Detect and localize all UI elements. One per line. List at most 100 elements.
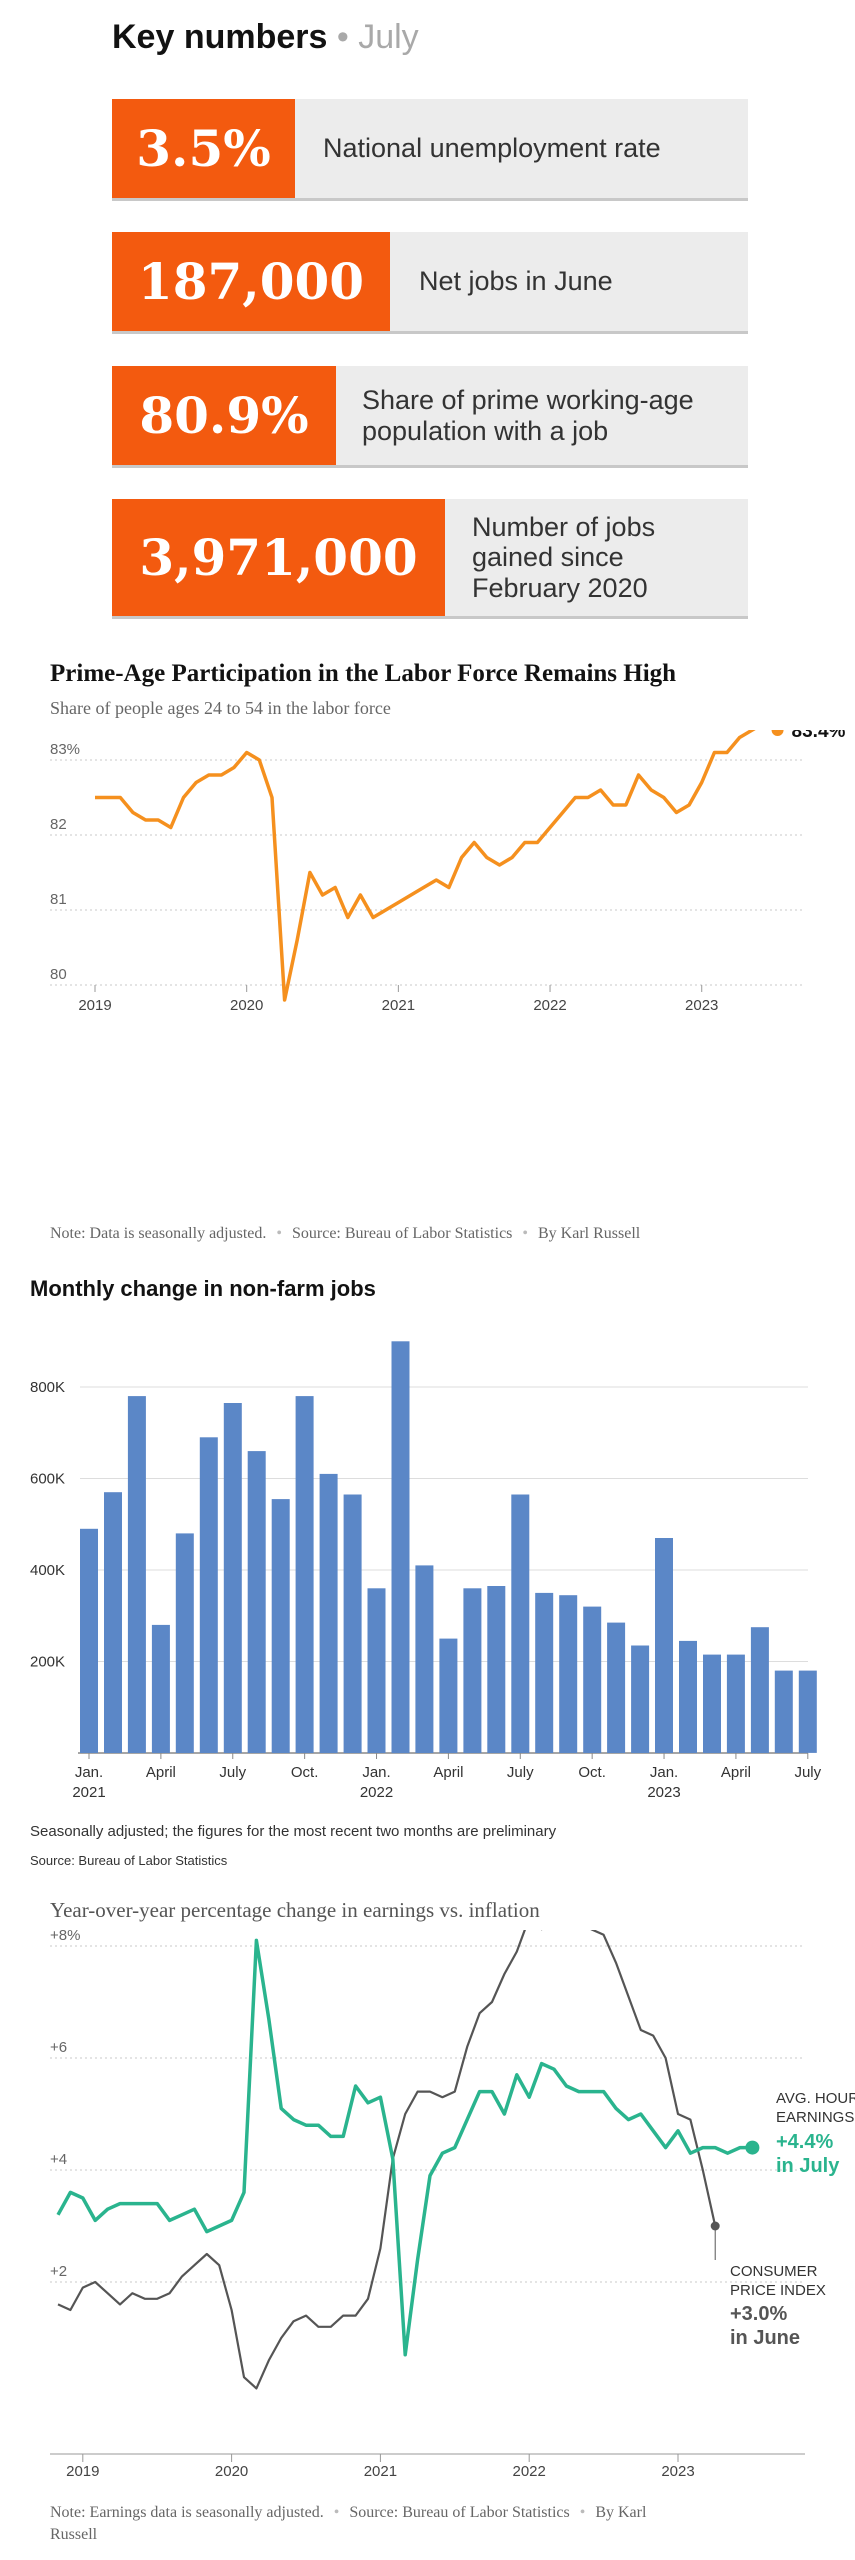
bar — [679, 1640, 697, 1753]
participation-grid: 83% 82 81 80 — [50, 741, 805, 986]
separator-dot: • — [522, 1225, 528, 1242]
bar — [798, 1670, 817, 1753]
bar — [583, 1606, 602, 1753]
separator-dot: • — [327, 18, 359, 56]
x-tick-label: 2023 — [685, 997, 718, 1014]
bar — [175, 1533, 194, 1753]
x-tick-label: 2019 — [66, 2463, 99, 2480]
earnings-chart: +8% +6 +4 +2 2019 2020 2021 2022 2023 AVG. HOUR… — [50, 1930, 855, 2480]
bar — [703, 1654, 721, 1753]
x-tick-label: 2021 — [382, 997, 415, 1014]
x-tick-label: 2022 — [513, 2463, 546, 2480]
x-tick-label: 2020 — [215, 2463, 248, 2480]
participation-series-line — [95, 730, 778, 1002]
y-tick-label: 600K — [30, 1471, 65, 1488]
bar — [199, 1437, 218, 1753]
stat-card-employment-share: 80.9% Share of prime working-age populat… — [112, 366, 748, 468]
key-numbers-heading: Key numbers • July — [112, 18, 419, 57]
y-tick-label: 83% — [50, 741, 80, 758]
x-tick-year: 2021 — [72, 1784, 105, 1801]
x-tick-label: Jan. — [650, 1764, 678, 1781]
participation-footnote: Note: Data is seasonally adjusted. • Sourc… — [50, 1225, 640, 1243]
stat-card-net-jobs: 187,000 Net jobs in June — [112, 232, 748, 334]
stat-label: Share of prime working-age population wi… — [362, 385, 694, 446]
stat-label: Net jobs in June — [419, 266, 613, 297]
cpi-label-line2: PRICE INDEX — [730, 2282, 826, 2299]
jobs-note: Seasonally adjusted; the figures for the… — [30, 1823, 557, 1840]
y-tick-label: +2 — [50, 2263, 67, 2280]
bar — [367, 1588, 386, 1753]
cpi-label-line1: CONSUMER — [730, 2263, 818, 2280]
x-tick-label: 2023 — [661, 2463, 694, 2480]
bar — [343, 1494, 362, 1753]
bar — [295, 1396, 314, 1753]
participation-end-point — [771, 730, 784, 736]
earnings-series-line — [56, 1938, 753, 2357]
y-tick-label: +8% — [50, 1930, 80, 1944]
cpi-series-line — [57, 1930, 717, 2390]
stat-value: 3.5% — [112, 99, 295, 198]
earnings-source: Source: Bureau of Labor Statistics — [349, 2504, 570, 2521]
y-tick-label: 81 — [50, 891, 67, 908]
x-tick-year: 2022 — [360, 1784, 393, 1801]
earnings-value-label: +4.4% — [776, 2131, 833, 2153]
y-tick-label: 82 — [50, 816, 67, 833]
earnings-label-line1: AVG. HOURLY — [776, 2090, 855, 2107]
bar — [774, 1670, 793, 1753]
x-tick-label: July — [507, 1764, 534, 1781]
stat-value: 80.9% — [112, 366, 336, 465]
x-tick-label: July — [794, 1764, 821, 1781]
earnings-period-label: in July — [776, 2155, 840, 2177]
x-tick-label: 2020 — [230, 997, 263, 1014]
bar — [104, 1492, 122, 1753]
separator-dot: • — [276, 1225, 282, 1242]
stat-label: National unemployment rate — [323, 133, 661, 164]
stat-label: Number of jobs gained since February 202… — [472, 512, 656, 603]
bar — [223, 1403, 242, 1753]
x-tick-label: April — [721, 1764, 751, 1781]
cpi-value-label: +3.0% — [730, 2303, 787, 2325]
x-tick-label: Oct. — [578, 1764, 606, 1781]
earnings-credit-line1: By Karl — [595, 2504, 647, 2521]
stat-value: 187,000 — [112, 232, 390, 331]
y-tick-label: 80 — [50, 966, 67, 983]
participation-chart: 83% 82 81 80 2019 2020 2021 2022 2023 83.4% — [50, 730, 846, 1014]
x-tick-label: Oct. — [291, 1764, 319, 1781]
bar — [559, 1595, 578, 1753]
x-tick-label: Jan. — [362, 1764, 390, 1781]
separator-dot: • — [579, 2504, 586, 2521]
cpi-end-point — [710, 2221, 720, 2231]
x-tick-label: 2022 — [533, 997, 566, 1014]
stat-card-jobs-gained: 3,971,000 Number of jobs gained since Fe… — [112, 499, 748, 619]
bar — [247, 1451, 266, 1753]
bar — [535, 1592, 554, 1753]
earnings-credit-line2: Russell — [50, 2526, 98, 2544]
earnings-footnote: Note: Earnings data is seasonally adjust… — [50, 2502, 830, 2547]
earnings-grid: +8% +6 +4 +2 — [50, 1930, 805, 2455]
key-numbers-period: July — [358, 18, 419, 56]
earnings-chart-title: Year-over-year percentage change in earn… — [50, 1898, 540, 1922]
participation-x-axis: 2019 2020 2021 2022 2023 — [78, 985, 718, 1014]
jobs-bars — [80, 1341, 817, 1754]
participation-note: Note: Data is seasonally adjusted. — [50, 1225, 267, 1242]
stat-value: 3,971,000 — [112, 499, 445, 616]
stat-card-unemployment: 3.5% National unemployment rate — [112, 99, 748, 201]
x-tick-label: July — [219, 1764, 246, 1781]
x-tick-label: 2019 — [78, 997, 111, 1014]
bar — [439, 1638, 458, 1753]
x-tick-label: April — [146, 1764, 176, 1781]
bar — [655, 1538, 673, 1753]
y-tick-label: 800K — [30, 1379, 65, 1396]
x-tick-label: Jan. — [75, 1764, 103, 1781]
participation-credit: By Karl Russell — [538, 1225, 641, 1242]
y-tick-label: +4 — [50, 2151, 67, 2168]
bar — [750, 1627, 769, 1753]
y-tick-label: +6 — [50, 2039, 67, 2056]
bar — [463, 1588, 482, 1753]
participation-chart-subtitle: Share of people ages 24 to 54 in the lab… — [50, 698, 391, 718]
y-tick-label: 400K — [30, 1562, 65, 1579]
bar — [391, 1341, 410, 1754]
x-tick-label: 2021 — [364, 2463, 397, 2480]
earnings-label-line2: EARNINGS — [776, 2109, 854, 2126]
